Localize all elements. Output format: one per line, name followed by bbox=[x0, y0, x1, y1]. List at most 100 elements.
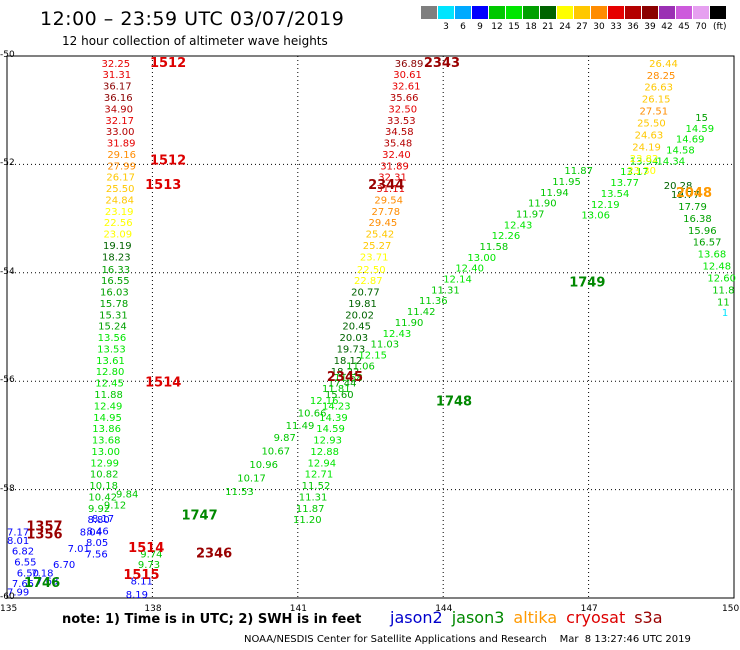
color-scale-swatch bbox=[421, 6, 437, 19]
pass-time-label: 1514 bbox=[145, 376, 181, 391]
wave-height-value: 32.25 bbox=[102, 59, 131, 70]
wave-height-value: 10.82 bbox=[90, 470, 119, 481]
color-scale-swatch bbox=[693, 6, 709, 19]
chart-subtitle: 12 hour collection of altimeter wave hei… bbox=[62, 34, 328, 48]
wave-height-value: 11.20 bbox=[293, 515, 322, 526]
wave-height-value: 11.03 bbox=[371, 340, 400, 351]
wave-height-value: 25.27 bbox=[363, 241, 392, 252]
color-scale-swatch bbox=[438, 6, 454, 19]
wave-height-value: 35.66 bbox=[390, 93, 419, 104]
wave-height-value: 7.65 bbox=[12, 579, 34, 590]
wave-height-value: 10.66 bbox=[298, 408, 327, 419]
wave-height-value: 9.92 bbox=[88, 504, 110, 515]
legend-item-s3a: s3a bbox=[634, 608, 663, 627]
wave-height-value: 27.99 bbox=[107, 161, 136, 172]
wave-height-value: 14.39 bbox=[319, 413, 348, 424]
wave-height-value: 36.17 bbox=[103, 82, 132, 93]
wave-height-value: 13.86 bbox=[92, 424, 121, 435]
pass-time-label: 1749 bbox=[569, 275, 605, 290]
wave-height-value: 25.50 bbox=[106, 184, 135, 195]
wave-height-value: 13.54 bbox=[601, 189, 630, 200]
wave-height-value: 26.17 bbox=[106, 173, 135, 184]
color-scale-label: 33 bbox=[610, 22, 622, 32]
wave-height-value: 11.58 bbox=[334, 373, 363, 384]
wave-height-value: 13.00 bbox=[467, 253, 496, 264]
wave-height-value: 33.00 bbox=[106, 127, 135, 138]
wave-height-value: 12.43 bbox=[504, 220, 533, 231]
wave-height-value: 12.93 bbox=[313, 436, 342, 447]
wave-height-value: 12.14 bbox=[443, 275, 472, 286]
wave-height-value: 9.84 bbox=[116, 490, 138, 501]
wave-height-value: 29.16 bbox=[107, 150, 136, 161]
wave-height-value: 31.31 bbox=[102, 70, 131, 81]
wave-height-value: 14.59 bbox=[686, 124, 715, 135]
y-tick-label: -60 bbox=[0, 592, 15, 602]
wave-height-value: 31.11 bbox=[376, 184, 405, 195]
pass-time-label: 1512 bbox=[150, 153, 186, 168]
wave-height-value: 11.31 bbox=[431, 285, 460, 296]
wave-height-value: 16.57 bbox=[693, 238, 722, 249]
wave-height-value: 12.16 bbox=[310, 396, 339, 407]
wave-height-value: 6.50 bbox=[17, 568, 39, 579]
wave-height-value: 6.70 bbox=[53, 560, 75, 571]
wave-height-value: 16.38 bbox=[683, 214, 712, 225]
wave-height-value: 20.28 bbox=[664, 181, 693, 192]
wave-height-value: 20.77 bbox=[351, 288, 380, 299]
pass-time-label: 2343 bbox=[424, 56, 460, 71]
wave-height-value: 8.05 bbox=[86, 538, 108, 549]
wave-height-value: 8.04 bbox=[80, 528, 102, 539]
wave-height-value: 20.45 bbox=[342, 322, 371, 333]
wave-height-value: 10.96 bbox=[249, 460, 278, 471]
wave-height-value: 11.42 bbox=[407, 307, 436, 318]
wave-height-value: 13.17 bbox=[620, 167, 649, 178]
wave-height-value: 12.45 bbox=[95, 379, 124, 390]
wave-height-value: 13.94 bbox=[630, 156, 659, 167]
wave-height-value: 18.23 bbox=[102, 252, 131, 263]
legend-item-cryosat: cryosat bbox=[566, 608, 626, 627]
color-scale-label: 70 bbox=[695, 22, 707, 32]
wave-height-value: 12.48 bbox=[702, 262, 731, 273]
color-scale-label: 42 bbox=[661, 22, 673, 32]
wave-height-value: 22.87 bbox=[354, 276, 383, 287]
color-scale-swatch bbox=[608, 6, 624, 19]
pass-time-label: 2344 bbox=[368, 178, 404, 193]
color-scale-label: 9 bbox=[477, 22, 483, 32]
color-scale-swatch bbox=[659, 6, 675, 19]
wave-height-value: 11.87 bbox=[296, 504, 325, 515]
wave-height-value: 11.58 bbox=[480, 242, 509, 253]
color-scale-swatch bbox=[625, 6, 641, 19]
legend-item-altika: altika bbox=[513, 608, 558, 627]
wave-height-value: 11.53 bbox=[225, 487, 254, 498]
pass-time-label: 2048 bbox=[676, 186, 712, 201]
color-scale-swatch bbox=[574, 6, 590, 19]
wave-height-value: 28.25 bbox=[647, 71, 676, 82]
pass-time-label: 1356 bbox=[26, 527, 62, 542]
wave-height-value: 14.34 bbox=[656, 156, 685, 167]
wave-height-value: 19.19 bbox=[103, 241, 132, 252]
wave-height-value: 27.78 bbox=[371, 207, 400, 218]
wave-height-value: 18.12 bbox=[334, 356, 363, 367]
color-scale-swatch bbox=[489, 6, 505, 19]
wave-height-value: 11.81 bbox=[322, 384, 351, 395]
wave-height-value: 32.50 bbox=[388, 104, 417, 115]
wave-height-value: 26.44 bbox=[649, 59, 678, 70]
wave-height-value: 1 bbox=[722, 308, 728, 319]
wave-height-value: 17.79 bbox=[678, 202, 707, 213]
color-scale-swatch bbox=[540, 6, 556, 19]
wave-height-value: 17.44 bbox=[328, 379, 357, 390]
pass-time-label: 1512 bbox=[150, 56, 186, 71]
color-scale-swatch bbox=[591, 6, 607, 19]
y-tick-label: -52 bbox=[0, 158, 15, 169]
wave-height-value: 11 bbox=[717, 297, 730, 308]
wave-height-value: 15.78 bbox=[100, 299, 129, 310]
wave-height-value: 32.40 bbox=[382, 150, 411, 161]
chart-title: 12:00 – 23:59 UTC 03/07/2019 bbox=[40, 8, 345, 30]
wave-height-value: 25.50 bbox=[637, 118, 666, 129]
wave-height-value: 9.12 bbox=[104, 501, 126, 512]
wave-height-value: 12.99 bbox=[90, 458, 119, 469]
wave-height-value: 12.15 bbox=[358, 350, 387, 361]
wave-height-value: 18.22 bbox=[331, 367, 360, 378]
color-scale-swatch bbox=[523, 6, 539, 19]
wave-height-value: 11.90 bbox=[395, 318, 424, 329]
wave-height-value: 11.87 bbox=[564, 166, 593, 177]
